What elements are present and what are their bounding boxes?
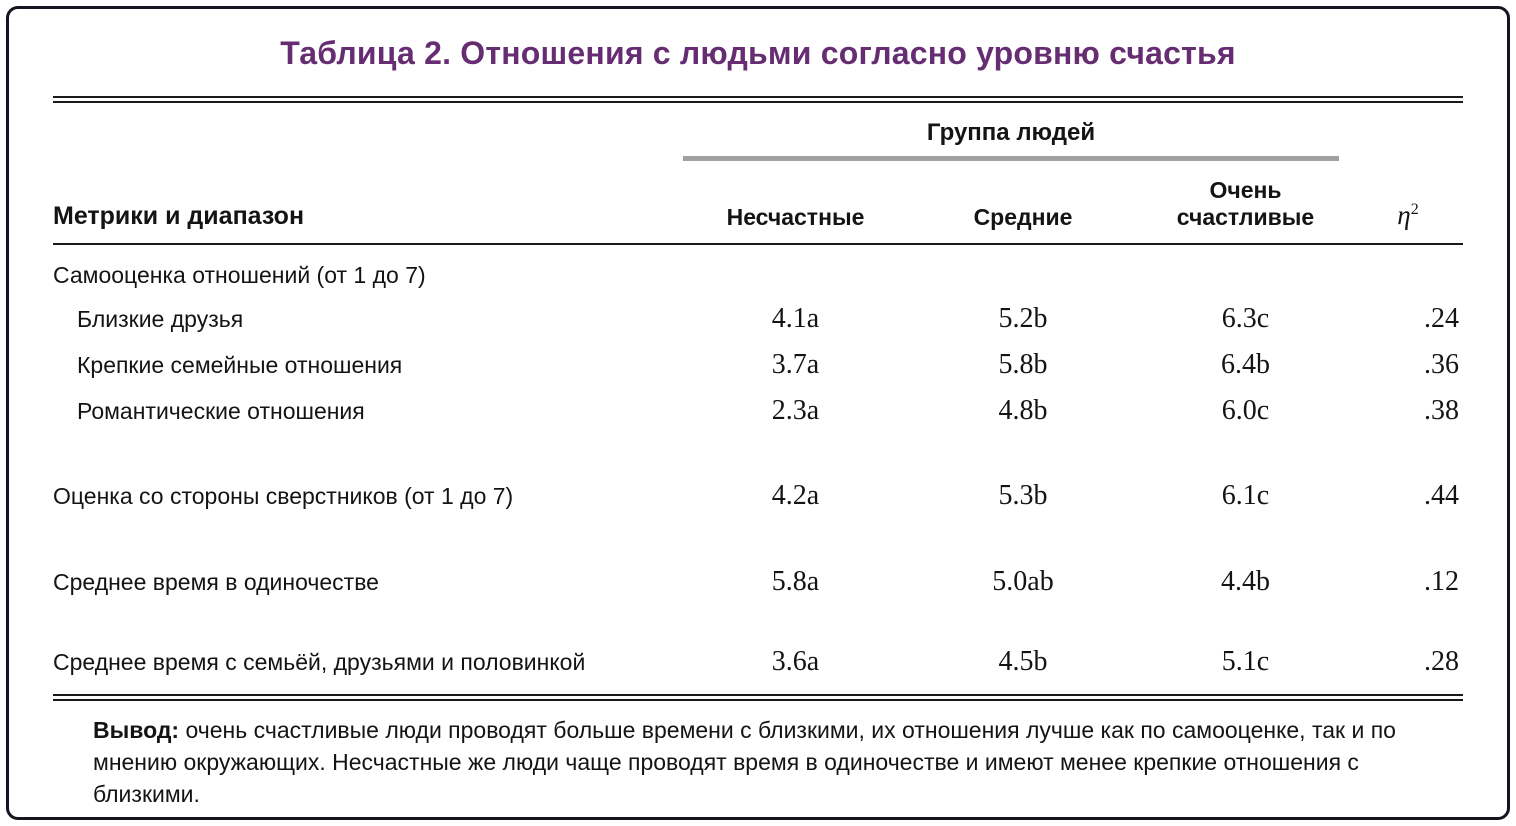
value-cell: 3.6a [771, 646, 820, 677]
eta-symbol: η [1397, 200, 1411, 230]
table-row: Оценка со стороны сверстников (от 1 до 7… [53, 434, 1463, 518]
column-header-unhappy: Несчастные [726, 204, 865, 230]
column-header-row: Метрики и диапазон Несчастные Средние Оч… [53, 177, 1463, 231]
eta-value-cell: .12 [1424, 566, 1459, 597]
value-cell: 5.1c [1221, 646, 1270, 677]
value-cell: 6.0c [1221, 395, 1270, 426]
conclusion-label: Вывод: [93, 717, 180, 743]
eta-value-cell: .24 [1424, 303, 1459, 334]
table-row: Среднее время в одиночестве 5.8a 5.0ab 4… [53, 518, 1463, 604]
row-label: Романтические отношения [77, 397, 365, 424]
value-cell: 4.8b [998, 395, 1048, 426]
value-cell: 6.3c [1221, 303, 1270, 334]
row-label: Среднее время с семьёй, друзьями и полов… [53, 648, 586, 675]
table-title: Таблица 2. Отношения с людьми согласно у… [280, 35, 1236, 71]
header-rule [53, 243, 1463, 245]
group-header-row: Группа людей [53, 119, 1463, 161]
table-row: Романтические отношения 2.3a 4.8b 6.0c .… [53, 388, 1463, 434]
table-row-section: Самооценка отношений (от 1 до 7) [53, 245, 1463, 296]
value-cell: 5.3b [998, 480, 1048, 511]
column-header-very-happy: Очень счастливые [1176, 177, 1315, 230]
value-cell: 6.1c [1221, 480, 1270, 511]
value-cell: 4.5b [998, 646, 1048, 677]
value-cell: 3.7a [771, 349, 820, 380]
table-card: Таблица 2. Отношения с людьми согласно у… [6, 6, 1510, 820]
column-header-eta: η2 [1353, 200, 1463, 231]
value-cell: 2.3a [771, 395, 820, 426]
conclusion-note: Вывод: очень счастливые люди проводят бо… [53, 701, 1463, 811]
column-header-average: Средние [973, 204, 1073, 230]
table-row: Среднее время с семьёй, друзьями и полов… [53, 604, 1463, 694]
eta-value-cell: .36 [1424, 349, 1459, 380]
conclusion-text: очень счастливые люди проводят больше вр… [93, 717, 1396, 808]
row-label: Среднее время в одиночестве [53, 568, 379, 595]
row-label: Близкие друзья [77, 305, 244, 332]
table-row: Близкие друзья 4.1a 5.2b 6.3c .24 [53, 296, 1463, 342]
value-cell: 5.0ab [992, 566, 1054, 597]
value-cell: 6.4b [1221, 349, 1270, 380]
value-cell: 4.1a [771, 303, 820, 334]
column-header-metrics: Метрики и диапазон [53, 202, 305, 230]
group-header: Группа людей [683, 119, 1339, 161]
eta-superscript: 2 [1410, 201, 1419, 218]
row-label: Крепкие семейные отношения [77, 351, 403, 378]
row-label: Оценка со стороны сверстников (от 1 до 7… [53, 482, 514, 509]
bottom-double-rule [53, 694, 1463, 701]
top-double-rule [53, 96, 1463, 103]
value-cell: 5.2b [998, 303, 1048, 334]
eta-value-cell: .28 [1424, 646, 1459, 677]
row-label: Самооценка отношений (от 1 до 7) [53, 262, 426, 288]
value-cell: 4.4b [1221, 566, 1270, 597]
value-cell: 4.2a [771, 480, 820, 511]
eta-value-cell: .44 [1424, 480, 1459, 511]
table-row: Крепкие семейные отношения 3.7a 5.8b 6.4… [53, 342, 1463, 388]
eta-value-cell: .38 [1424, 395, 1459, 426]
value-cell: 5.8b [998, 349, 1048, 380]
value-cell: 5.8a [771, 566, 820, 597]
